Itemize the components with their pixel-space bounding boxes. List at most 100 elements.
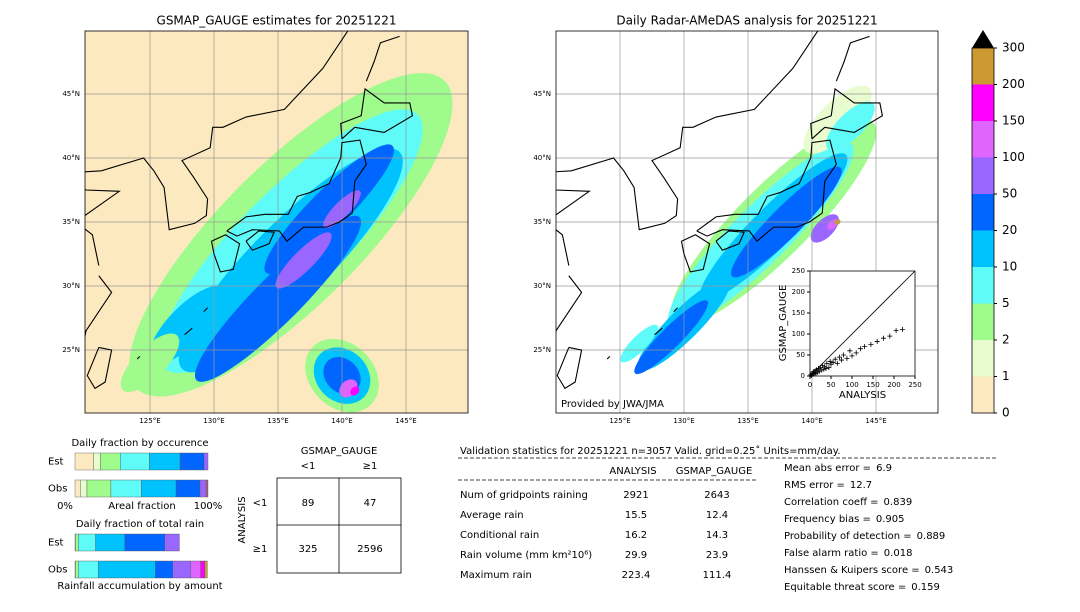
coastline — [556, 275, 583, 334]
scatter-point — [847, 348, 853, 354]
scatter-point — [808, 372, 814, 378]
x-tick-label: 140°E — [331, 417, 352, 425]
scatter-point — [815, 365, 821, 371]
fraction-segment — [74, 452, 94, 471]
x-tick-label: 250 — [908, 381, 921, 389]
colorbar-tick-label: 50 — [1002, 187, 1017, 201]
scatter-point — [868, 342, 874, 347]
y-tick-label: 25°N — [62, 346, 80, 354]
coastline — [85, 31, 349, 231]
score: False alarm ratio = 0.018 — [784, 548, 912, 559]
stat-value: 111.4 — [703, 570, 732, 581]
coastline — [226, 139, 367, 242]
y-tick-label: 40°N — [533, 154, 551, 162]
table-title: GSMAP_GAUGE — [301, 446, 378, 457]
score: Frequency bias = 0.905 — [784, 514, 905, 525]
score-value: 0.543 — [925, 565, 954, 576]
fraction-segment — [78, 533, 96, 552]
score-label: RMS error = — [784, 480, 845, 491]
fraction-segment — [98, 560, 156, 579]
x-tick-label: 130°E — [673, 417, 694, 425]
colorbar-tick-label: 0 — [1002, 406, 1010, 420]
colorbar-bin — [972, 376, 994, 413]
table-cell: 2596 — [357, 544, 382, 555]
score: RMS error = 12.7 — [784, 480, 872, 491]
colorbar-bin — [972, 303, 994, 340]
row-label: ≥1 — [253, 544, 268, 555]
scatter-point — [819, 367, 825, 373]
fraction-segment — [200, 560, 205, 579]
scatter-point — [830, 360, 836, 366]
fraction-segment — [204, 560, 208, 579]
stat-value: 15.5 — [625, 510, 647, 521]
coastline — [245, 230, 275, 251]
score: Hanssen & Kuipers score = 0.543 — [784, 565, 953, 576]
stat-value: 16.2 — [625, 530, 647, 541]
colorbar-bin — [972, 157, 994, 194]
scatter-point — [839, 357, 844, 363]
colorbar-tick-label: 2 — [1002, 333, 1010, 347]
score-value: 12.7 — [850, 480, 872, 491]
stat-value: 23.9 — [706, 550, 728, 561]
x-axis-label: ANALYSIS — [839, 390, 886, 401]
coastline — [680, 234, 711, 273]
coastline — [85, 188, 121, 266]
score: Probability of detection = 0.889 — [784, 531, 945, 542]
x-tick-label: 135°E — [737, 417, 758, 425]
row-label: Num of gridpoints raining — [460, 490, 588, 501]
score-label: Mean abs error = — [784, 463, 871, 474]
coastline — [210, 234, 241, 273]
colorbar-bin — [972, 230, 994, 267]
x-tick-label: 140°E — [801, 417, 822, 425]
scatter-point — [841, 352, 847, 358]
fraction-segment — [93, 452, 101, 471]
table-cell: 47 — [364, 498, 377, 509]
y-tick-label: 45°N — [533, 90, 551, 98]
map-frame — [555, 30, 939, 414]
fraction-segment — [141, 479, 177, 498]
fraction-segment — [149, 452, 181, 471]
y-tick-label: 200 — [792, 288, 805, 296]
panel-title: Daily fraction of total rain — [76, 519, 204, 530]
coastline — [835, 35, 870, 82]
scatter-point — [844, 355, 850, 361]
coastline — [556, 31, 819, 231]
map-title: Daily Radar-AMeDAS analysis for 20251221 — [616, 14, 877, 28]
colorbar-extension — [972, 30, 994, 48]
score-label: Frequency bias = — [784, 514, 871, 525]
fraction-segment — [78, 560, 99, 579]
row-label: Rain volume (mm km²10⁶) — [460, 550, 592, 561]
scatter-point — [893, 328, 899, 334]
coastline — [136, 356, 141, 360]
x-tick-label: 125°E — [139, 417, 160, 425]
y-tick-label: 30°N — [62, 282, 80, 290]
y-tick-label: 100 — [792, 330, 805, 338]
fraction-segment — [120, 452, 150, 471]
scatter-point — [836, 354, 842, 360]
fraction-segment — [203, 452, 209, 471]
credit: Provided by JWA/JMA — [561, 399, 664, 410]
stat-value: 29.9 — [625, 550, 647, 561]
stat-value: 223.4 — [622, 570, 651, 581]
score-value: 0.018 — [884, 548, 913, 559]
scatter-point — [827, 358, 833, 364]
coastline — [715, 230, 745, 251]
score-value: 0.839 — [884, 497, 913, 508]
colorbar-tick-label: 20 — [1002, 223, 1017, 237]
y-tick-label: 0 — [801, 372, 805, 380]
column-label: <1 — [301, 461, 316, 472]
x-tick-label: 130°E — [203, 417, 224, 425]
table-cell: 325 — [298, 544, 317, 555]
rain-area — [826, 101, 875, 151]
score: Mean abs error = 6.9 — [784, 463, 892, 474]
colorbar-bin — [972, 48, 994, 85]
scatter-point — [824, 360, 830, 366]
scatter-point — [862, 344, 868, 350]
fraction-segment — [110, 479, 142, 498]
scatter-point — [820, 363, 826, 368]
colorbar-bin — [972, 121, 994, 158]
scatter-point — [874, 339, 880, 345]
score-label: Hanssen & Kuipers score = — [784, 565, 920, 576]
scatter-point — [887, 333, 893, 339]
